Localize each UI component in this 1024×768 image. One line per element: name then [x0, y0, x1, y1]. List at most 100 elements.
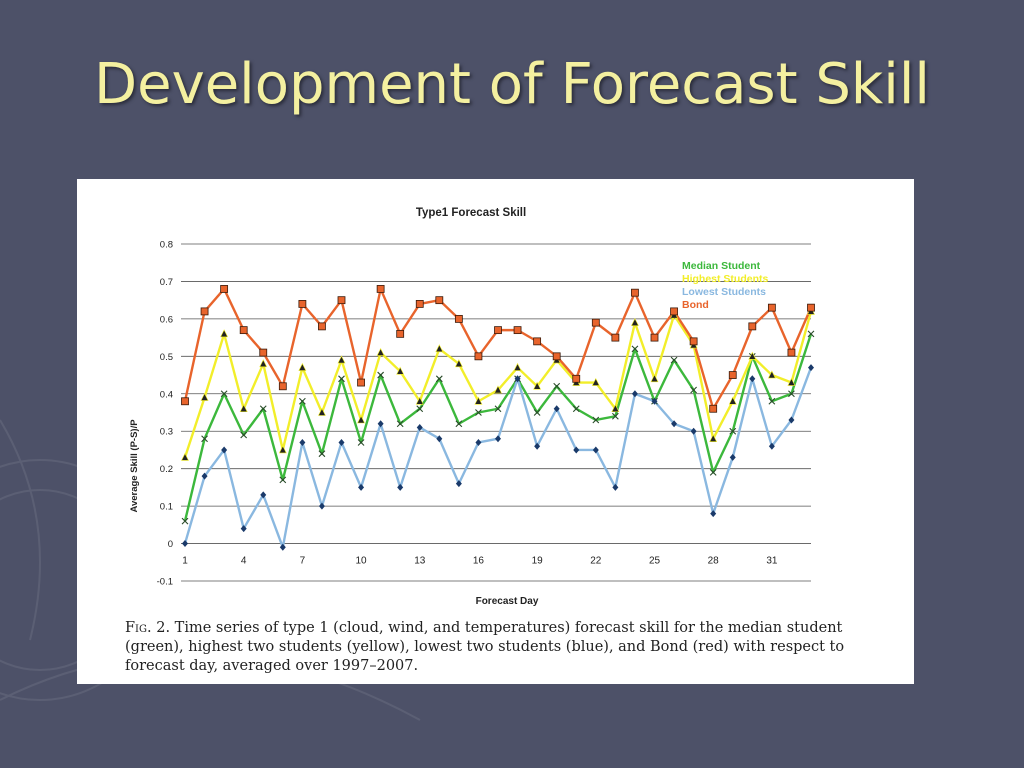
data-point-lowest-students	[592, 446, 599, 454]
data-point-bond	[278, 382, 287, 391]
data-point-lowest-students	[318, 502, 325, 510]
data-point-median-student	[475, 409, 482, 416]
data-point-bond	[376, 285, 385, 293]
legend-entry-highest-students: Highest Students	[682, 273, 768, 285]
data-point-bond	[220, 285, 229, 293]
y-gridlines	[181, 243, 811, 582]
data-point-highest-students	[259, 359, 268, 368]
data-point-highest-students	[435, 344, 444, 353]
data-point-highest-students	[513, 362, 522, 371]
chart-title: Type1 Forecast Skill	[416, 207, 526, 219]
data-point-median-student	[592, 416, 600, 424]
data-point-lowest-students	[221, 446, 228, 454]
data-point-bond	[709, 404, 718, 413]
data-point-highest-students	[220, 329, 229, 338]
data-point-median-student	[201, 435, 208, 443]
data-point-median-student	[533, 409, 541, 416]
y-tick-label: 0.8	[160, 240, 173, 251]
data-point-bond	[552, 352, 561, 361]
data-point-median-student	[807, 330, 815, 338]
data-point-median-student	[455, 420, 463, 428]
data-point-bond	[181, 397, 189, 406]
data-point-highest-students	[650, 374, 659, 383]
data-point-lowest-students	[710, 510, 717, 518]
data-point-highest-students	[415, 396, 424, 405]
data-point-bond	[454, 314, 463, 323]
x-tick-label: 25	[649, 556, 661, 567]
data-point-median-student	[298, 397, 306, 405]
data-point-median-student	[338, 375, 345, 383]
x-tick-label: 28	[708, 556, 720, 567]
data-point-lowest-students	[455, 480, 462, 488]
y-tick-label: 0.5	[160, 352, 173, 363]
data-point-bond	[591, 318, 600, 327]
data-point-bond	[689, 337, 698, 346]
data-point-lowest-students	[573, 446, 580, 454]
data-point-median-student	[631, 345, 639, 353]
data-point-highest-students	[298, 362, 307, 371]
data-point-highest-students	[767, 370, 776, 379]
data-point-bond	[513, 326, 522, 335]
data-point-median-student	[416, 405, 424, 413]
data-point-highest-students	[396, 366, 405, 375]
y-tick-label: 0.4	[160, 389, 173, 400]
data-point-lowest-students	[377, 420, 384, 428]
legend-entry-lowest-students: Lowest Students	[682, 286, 766, 298]
legend-entry-median-student: Median Student	[682, 260, 761, 272]
data-point-bond	[807, 303, 815, 312]
data-point-bond	[298, 300, 307, 308]
data-point-median-student	[690, 386, 698, 394]
caption-label: Fig. 2.	[125, 620, 171, 636]
data-point-bond	[572, 374, 581, 383]
data-point-bond	[200, 307, 209, 316]
data-point-lowest-students	[612, 483, 619, 491]
chart: Type1 Forecast Skill -0.1 0 0.1 0.2 0.3 0.4 0.…	[129, 207, 815, 607]
data-point-median-student	[396, 420, 404, 428]
data-point-lowest-students	[475, 438, 482, 446]
data-point-bond	[396, 329, 405, 338]
data-point-lowest-students	[808, 364, 814, 372]
data-point-bond	[494, 326, 502, 335]
x-tick-labels: 1 4 7 10 13 16 19 22 25 28 31	[182, 556, 778, 567]
x-tick-label: 13	[414, 556, 426, 567]
y-tick-label: 0.1	[160, 502, 173, 513]
data-point-bond	[728, 371, 737, 379]
data-point-median-student	[788, 390, 795, 398]
data-point-median-student	[553, 382, 561, 390]
data-point-lowest-students	[768, 442, 775, 450]
data-point-median-student	[259, 405, 267, 413]
data-point-median-student	[494, 405, 502, 413]
data-point-bond	[650, 333, 659, 342]
caption-text: Time series of type 1 (cloud, wind, and …	[125, 620, 845, 674]
data-point-highest-students	[337, 355, 346, 364]
x-axis-label: Forecast Day	[476, 596, 539, 607]
chart-figure: Type1 Forecast Skill -0.1 0 0.1 0.2 0.3 0.4 0.…	[77, 179, 914, 684]
data-point-bond	[533, 337, 542, 346]
data-point-highest-students	[239, 404, 248, 413]
data-point-highest-students	[630, 317, 639, 326]
legend-entry-bond: Bond	[682, 299, 709, 311]
data-point-lowest-students	[260, 491, 267, 499]
data-point-lowest-students	[534, 442, 541, 450]
data-point-bond	[767, 303, 776, 312]
data-point-bond	[318, 322, 326, 331]
data-point-highest-students	[787, 377, 796, 386]
x-tick-label: 7	[300, 556, 306, 567]
data-point-median-student	[220, 390, 228, 398]
series-line-lowest-students	[183, 367, 813, 549]
data-point-bond	[259, 348, 268, 357]
data-point-bond	[748, 322, 757, 331]
y-tick-label: 0.7	[160, 277, 173, 288]
data-point-median-student	[318, 450, 326, 458]
data-point-median-student	[279, 476, 287, 484]
data-point-lowest-students	[749, 375, 756, 383]
data-point-median-student	[435, 375, 443, 383]
data-point-lowest-students	[436, 435, 443, 443]
data-point-lowest-students	[671, 420, 678, 428]
data-point-median-student	[611, 412, 619, 420]
data-point-highest-students	[474, 396, 483, 405]
data-point-bond	[670, 307, 678, 316]
data-point-lowest-students	[201, 472, 208, 480]
data-point-lowest-students	[338, 438, 345, 446]
data-point-lowest-students	[690, 427, 697, 435]
